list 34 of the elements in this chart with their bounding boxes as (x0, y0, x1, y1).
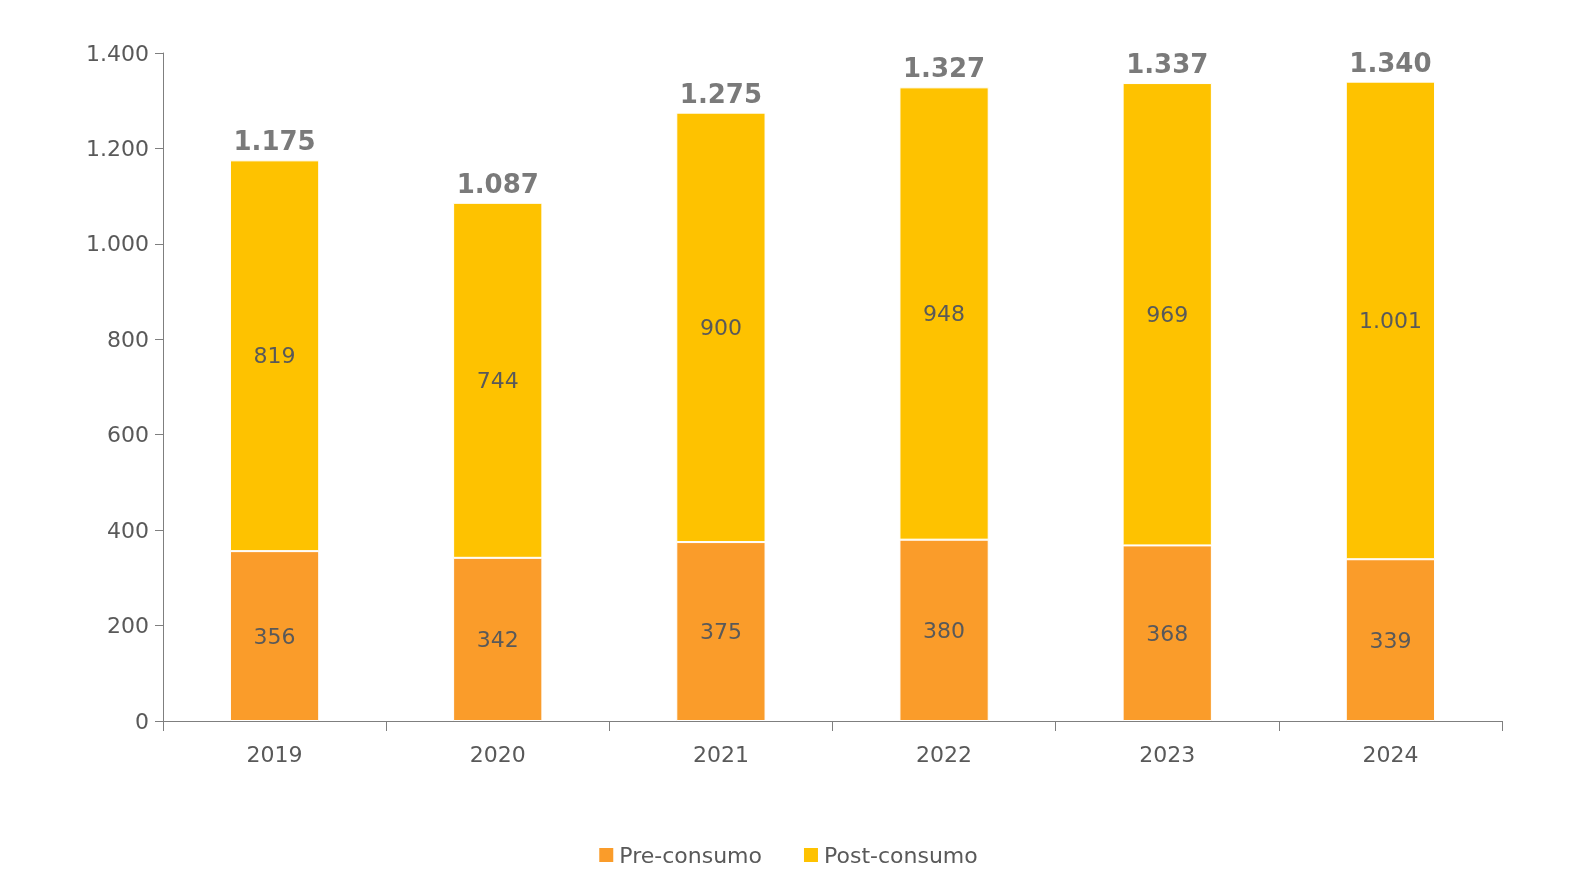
data-label: 339 (1369, 627, 1412, 653)
total-label: 1.337 (1126, 49, 1209, 80)
total-label: 1.340 (1349, 47, 1432, 78)
data-label: 342 (476, 626, 519, 652)
y-tick-label: 800 (107, 326, 149, 352)
y-tick-label: 600 (107, 422, 149, 448)
data-label: 969 (1146, 301, 1189, 327)
total-label: 1.175 (233, 126, 316, 157)
data-label: 368 (1146, 620, 1189, 646)
y-tick-label: 1.400 (86, 40, 149, 66)
legend-label: Post-consumo (823, 842, 978, 868)
y-tick-label: 1.200 (86, 135, 149, 161)
x-tick-label: 2021 (692, 741, 749, 767)
y-tick-label: 400 (107, 517, 149, 543)
data-label: 819 (253, 343, 296, 369)
y-tick-label: 200 (107, 613, 149, 639)
total-label: 1.087 (456, 168, 539, 199)
x-tick-label: 2024 (1362, 741, 1419, 767)
data-label: 356 (253, 623, 296, 649)
x-tick-label: 2020 (469, 741, 526, 767)
legend-label: Pre-consumo (619, 842, 762, 868)
x-tick-label: 2019 (246, 741, 303, 767)
data-label: 380 (923, 617, 966, 643)
y-tick-label: 0 (135, 708, 149, 734)
data-label: 948 (923, 301, 966, 327)
data-label: 900 (699, 314, 742, 340)
data-label: 375 (699, 619, 742, 645)
data-label: 1.001 (1358, 307, 1422, 333)
total-label: 1.275 (679, 78, 763, 109)
y-tick-label: 1.000 (86, 231, 149, 257)
x-tick-label: 2023 (1139, 741, 1196, 767)
data-label: 744 (476, 367, 519, 393)
total-label: 1.327 (902, 53, 986, 84)
x-tick-label: 2022 (916, 741, 973, 767)
